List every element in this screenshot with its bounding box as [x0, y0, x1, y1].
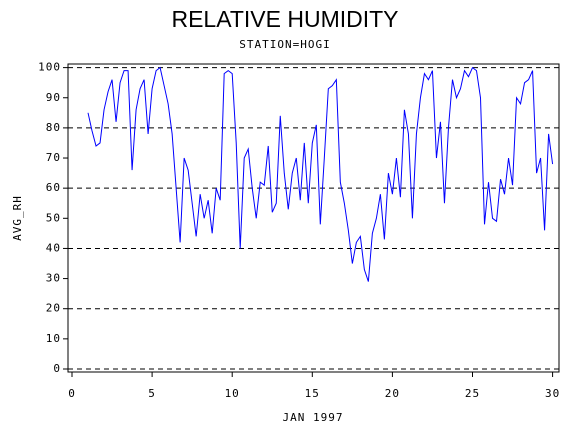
y-tick-label: 70 — [46, 151, 61, 164]
x-axis-label: JAN 1997 — [283, 411, 344, 424]
x-tick-label: 0 — [68, 387, 76, 400]
y-tick-label: 50 — [46, 211, 61, 224]
x-tick-label: 20 — [385, 387, 400, 400]
y-tick-label: 10 — [46, 332, 61, 345]
x-tick-label: 25 — [465, 387, 480, 400]
data-line — [87, 66, 554, 282]
chart-title: RELATIVE HUMIDITY — [171, 6, 398, 32]
y-tick-label: 30 — [46, 272, 61, 285]
x-tick-label: 5 — [148, 387, 156, 400]
x-tick-label: 15 — [305, 387, 320, 400]
y-tick-label: 100 — [38, 61, 61, 74]
y-tick-label: 0 — [53, 362, 61, 375]
y-tick-label: 40 — [46, 241, 61, 254]
x-tick-label: 10 — [225, 387, 240, 400]
y-tick-label: 60 — [46, 181, 61, 194]
chart-subtitle: STATION=HOGI — [239, 38, 330, 51]
y-tick-label: 20 — [46, 302, 61, 315]
x-tick-label: 30 — [545, 387, 560, 400]
y-tick-label: 90 — [46, 91, 61, 104]
y-axis-label: AVG_RH — [11, 195, 24, 241]
y-tick-label: 80 — [46, 121, 61, 134]
